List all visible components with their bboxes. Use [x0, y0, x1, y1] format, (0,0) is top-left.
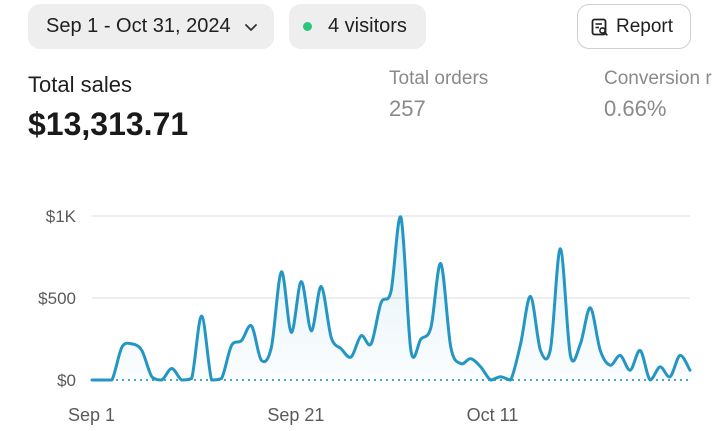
conversion-rate-value: 0.66%	[604, 96, 667, 121]
total-sales-label: Total sales	[28, 72, 132, 97]
live-visitors-chip[interactable]: 4 visitors	[289, 4, 426, 49]
date-range-picker[interactable]: Sep 1 - Oct 31, 2024	[28, 4, 274, 49]
y-tick-label: $0	[57, 371, 76, 390]
conversion-rate-label[interactable]: Conversion r	[604, 68, 712, 89]
y-tick-label: $500	[38, 289, 76, 308]
sales-line-chart[interactable]: $0 $500 $1K Sep 1 Sep 21 Oct 11	[0, 195, 720, 431]
date-range-label: Sep 1 - Oct 31, 2024	[46, 15, 231, 37]
sales-series-line	[90, 215, 692, 382]
report-label: Report	[616, 15, 674, 37]
report-button[interactable]: Report	[577, 4, 691, 49]
x-tick-label: Sep 1	[68, 405, 115, 425]
y-tick-label: $1K	[46, 207, 77, 226]
x-tick-label: Oct 11	[467, 405, 519, 425]
sales-area-fill	[92, 216, 690, 380]
total-orders-label[interactable]: Total orders	[389, 68, 489, 89]
total-orders-value: 257	[389, 96, 426, 121]
chevron-down-icon	[244, 23, 257, 31]
visitors-label: 4 visitors	[328, 15, 407, 37]
live-dot-icon	[303, 22, 312, 31]
total-sales-value: $13,313.71	[28, 106, 189, 142]
x-tick-label: Sep 21	[267, 405, 324, 425]
report-icon	[591, 18, 608, 36]
